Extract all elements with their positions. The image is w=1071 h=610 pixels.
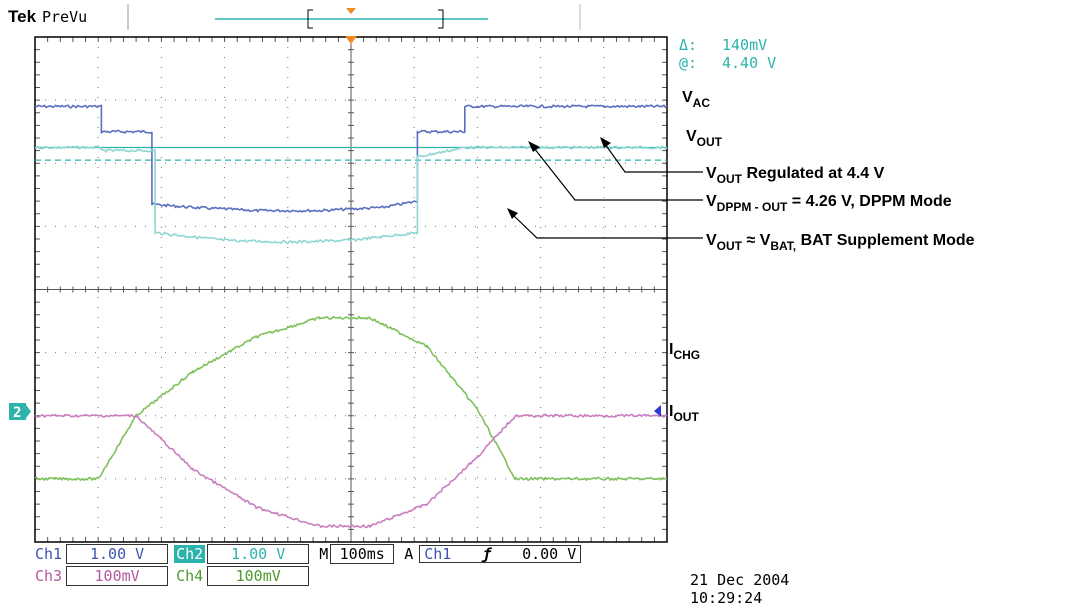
cursor-at-label: @: — [679, 54, 697, 72]
svg-text:VDPPM - OUT = 4.26 V, DPPM M: VDPPM - OUT = 4.26 V, DPPM Mode — [706, 193, 952, 214]
trigger-slope-icon: ƒ — [482, 545, 492, 563]
cursor-delta-label: Δ: — [679, 36, 697, 54]
callout-vout-regulated: VOUT Regulated at 4.4 V — [600, 137, 885, 186]
ch4-label[interactable]: Ch4 — [176, 567, 204, 585]
vbat-p2: ≈ V — [742, 232, 771, 249]
status-row-2: Ch3 100mV Ch4 100mV — [33, 566, 315, 586]
ch2-scale[interactable]: 1.00 V — [207, 544, 310, 564]
annotation-vac: VAC — [682, 89, 710, 110]
trace-i-chg — [34, 413, 668, 529]
ch3-label[interactable]: Ch3 — [35, 567, 63, 585]
status-row-1: Ch1 1.00 V Ch2 1.00 V M 100ms A Ch1 ƒ 0.… — [33, 544, 582, 564]
ichg-main: I — [669, 341, 673, 358]
ch2-ground-marker[interactable]: 2 — [9, 403, 31, 421]
vbat-p1: V — [706, 232, 717, 249]
iout-sub: OUT — [673, 410, 699, 424]
callout-vbat: VOUT ≈ VBAT, BAT Supplement Mode — [507, 208, 975, 253]
traces — [34, 104, 668, 529]
brand-label: Tek — [8, 7, 37, 26]
cursor-at-value: 4.40 V — [722, 54, 776, 72]
vout-sub: OUT — [697, 135, 723, 149]
svg-text:IOUT: IOUT — [669, 403, 699, 424]
svg-text:VOUT ≈ VBAT, BAT Supplement Mo: VOUT ≈ VBAT, BAT Supplement Mode — [706, 232, 975, 253]
timebase-prefix: M — [319, 545, 329, 563]
graticule — [34, 36, 668, 543]
cursor-readout: Δ: 140mV @: 4.40 V — [679, 36, 776, 72]
vout-main: V — [686, 128, 697, 145]
vac-main: V — [682, 89, 693, 106]
iout-main: I — [669, 403, 673, 420]
trace-v-ac — [34, 104, 668, 213]
cursor-delta-value: 140mV — [722, 36, 767, 54]
vbat-s2: BAT, — [770, 239, 796, 253]
vout-reg-p1: V — [706, 165, 717, 182]
vout-reg-p2: Regulated at 4.4 V — [742, 165, 885, 182]
callout-vdppm: VDPPM - OUT = 4.26 V, DPPM Mode — [528, 141, 952, 214]
iout-level-marker-icon — [654, 405, 661, 417]
mode-label: PreVu — [42, 8, 87, 26]
svg-text:ICHG: ICHG — [669, 341, 700, 362]
timestamp-time: 10:29:24 — [690, 589, 762, 607]
svg-text:VAC: VAC — [682, 89, 710, 110]
vdppm-p2: = 4.26 V, DPPM Mode — [787, 193, 951, 210]
vout-reg-s1: OUT — [717, 172, 743, 186]
vdppm-s1: DPPM - OUT — [717, 200, 788, 214]
trace-i-out — [34, 315, 667, 481]
ichg-sub: CHG — [673, 348, 700, 362]
annotation-iout: IOUT — [669, 403, 699, 424]
svg-text:VOUT: VOUT — [686, 128, 723, 149]
trigger-source: Ch1 — [424, 545, 452, 563]
svg-text:VOUT Regulated at 4.4 V: VOUT Regulated at 4.4 V — [706, 165, 885, 186]
record-view-indicator — [215, 8, 488, 29]
ch1-scale[interactable]: 1.00 V — [66, 544, 169, 564]
trace-v-out — [34, 145, 668, 245]
trigger-level: 0.00 V — [522, 545, 577, 563]
timebase-value[interactable]: 100ms — [330, 544, 395, 564]
ch1-label[interactable]: Ch1 — [35, 545, 63, 563]
ch4-scale[interactable]: 100mV — [207, 566, 310, 586]
ch2-ground-marker-label: 2 — [13, 405, 21, 421]
trigger-marker-icon — [345, 36, 357, 44]
ch2-label[interactable]: Ch2 — [174, 545, 206, 563]
timestamp-date: 21 Dec 2004 — [690, 571, 789, 589]
trigger-position-icon — [346, 8, 356, 14]
annotation-ichg: ICHG — [669, 341, 700, 362]
ch3-scale[interactable]: 100mV — [66, 566, 169, 586]
vbat-p3: BAT Supplement Mode — [796, 232, 974, 249]
vbat-s1: OUT — [717, 239, 743, 253]
vdppm-p1: V — [706, 193, 717, 210]
vac-sub: AC — [693, 96, 711, 110]
trigger-box[interactable]: Ch1 ƒ 0.00 V — [419, 545, 582, 563]
annotation-vout: VOUT — [686, 128, 723, 149]
trigger-prefix: A — [404, 545, 414, 563]
